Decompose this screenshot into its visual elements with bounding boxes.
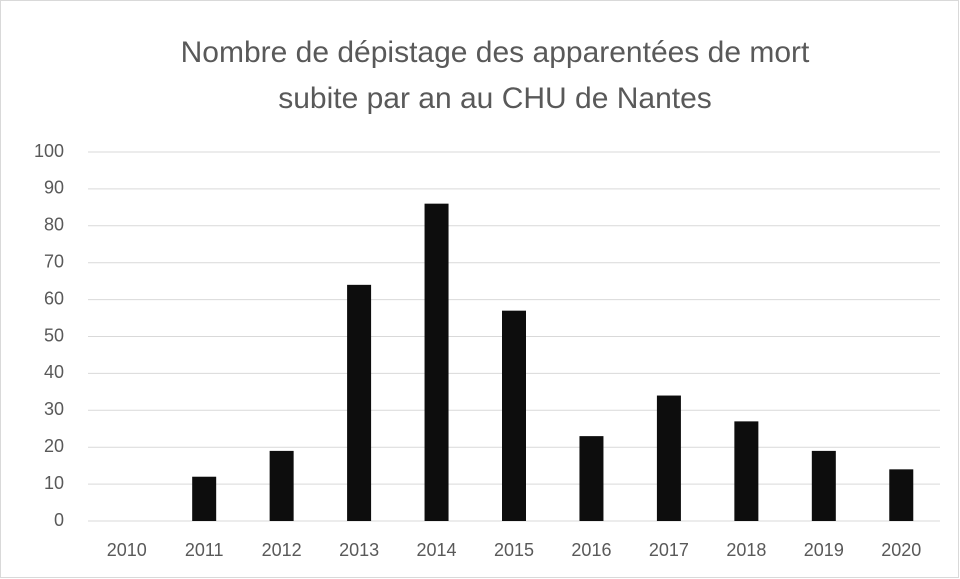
x-tick-label: 2016 (571, 540, 611, 560)
bar (347, 284, 372, 521)
x-tick-label: 2011 (185, 540, 224, 560)
x-tick-label: 2019 (804, 540, 844, 560)
x-tick-label: 2018 (726, 540, 766, 560)
y-tick-label: 60 (44, 288, 64, 308)
bar (656, 395, 681, 521)
y-tick-label: 100 (34, 141, 64, 161)
y-tick-label: 20 (44, 436, 64, 456)
bar (424, 203, 449, 521)
x-tick-label: 2020 (881, 540, 921, 560)
bar (502, 310, 526, 521)
y-tick-label: 80 (44, 215, 64, 235)
y-tick-label: 50 (44, 325, 64, 345)
bar (734, 421, 759, 521)
y-tick-label: 70 (44, 251, 64, 271)
y-tick-label: 40 (44, 362, 64, 382)
x-tick-label: 2015 (494, 540, 534, 560)
bar (192, 476, 217, 521)
chart-title: Nombre de dépistage des apparentées de m… (180, 36, 810, 115)
y-tick-label: 10 (44, 473, 64, 493)
bar (889, 469, 914, 521)
bar (811, 450, 836, 521)
x-tick-label: 2012 (262, 540, 302, 560)
y-tick-label: 90 (44, 178, 64, 198)
bar (579, 436, 604, 521)
x-tick-label: 2013 (339, 540, 379, 560)
y-tick-label: 0 (54, 510, 64, 530)
bar (269, 450, 294, 521)
x-tick-label: 2017 (649, 540, 689, 560)
x-tick-label: 2010 (107, 540, 147, 560)
x-tick-label: 2014 (417, 540, 457, 560)
y-tick-label: 30 (44, 399, 64, 419)
